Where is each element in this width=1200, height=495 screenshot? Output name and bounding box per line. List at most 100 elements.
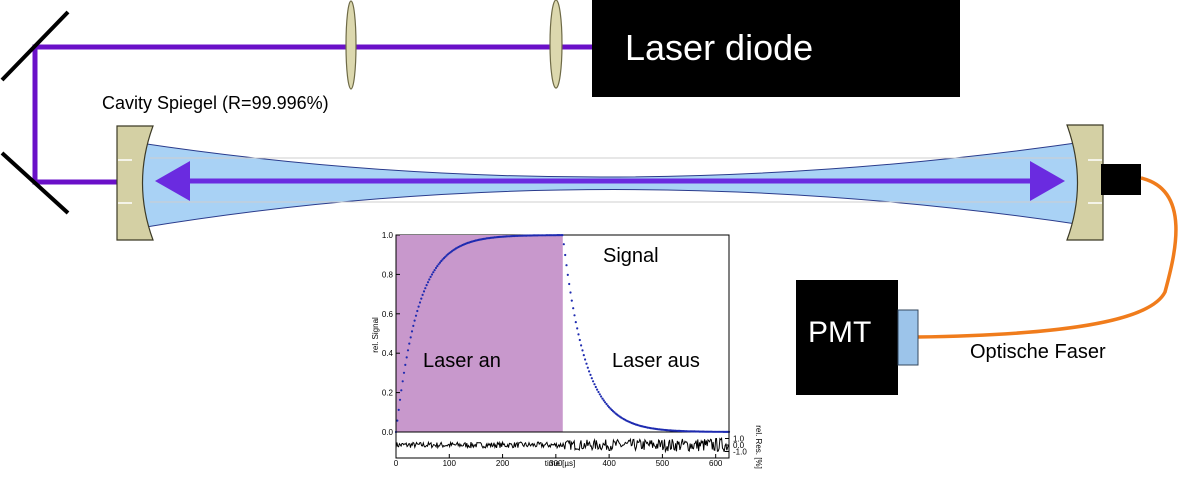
- signal-point: [593, 383, 596, 386]
- signal-point: [602, 399, 605, 402]
- signal-point: [436, 265, 439, 268]
- signal-point: [440, 259, 443, 263]
- signal-point: [433, 269, 436, 272]
- chart-x-axis-label: time [µs]: [545, 459, 575, 468]
- signal-series: [394, 234, 731, 434]
- chart-y-axis-label: rel. Signal: [371, 317, 380, 353]
- laser-on-region: [396, 235, 563, 432]
- signal-point: [600, 395, 603, 398]
- cavity-mode: [139, 140, 1091, 229]
- signal-point: [578, 338, 581, 342]
- ringdown-chart: 0.0 0.2 0.4 0.6 0.8 1.0 0 100 200 300 400 500 600 1…: [371, 231, 763, 469]
- y-tick-label: 0.2: [382, 389, 394, 398]
- signal-point: [570, 299, 573, 302]
- signal-point: [401, 380, 404, 383]
- signal-point: [404, 363, 407, 366]
- res-tick-label: 0.0: [733, 441, 745, 450]
- signal-point: [441, 258, 444, 261]
- signal-point: [606, 404, 609, 407]
- signal-point: [405, 356, 408, 359]
- signal-point: [582, 354, 585, 357]
- res-tick-label: -1.0: [733, 448, 747, 457]
- y-tick-label: 0.6: [382, 310, 394, 319]
- fiber-label: Optische Faser: [970, 341, 1106, 363]
- signal-point: [598, 393, 601, 396]
- x-axis-ticks: 0 100 200 300 400 500 600: [394, 454, 723, 468]
- signal-point: [409, 336, 412, 339]
- signal-point: [576, 327, 579, 330]
- mirror-label: Cavity Spiegel (R=99.996%): [102, 93, 329, 113]
- signal-point: [425, 284, 428, 287]
- fiber-coupler: [1101, 164, 1141, 195]
- signal-point: [434, 266, 438, 270]
- x-tick-label: 300: [549, 459, 563, 468]
- signal-point: [580, 344, 583, 347]
- residual-trace: [395, 436, 729, 454]
- chart-annotation-laser-on: Laser an: [423, 350, 501, 372]
- signal-point: [429, 275, 432, 278]
- signal-point: [566, 273, 569, 276]
- y-tick-label: 0.4: [382, 349, 394, 358]
- signal-point: [438, 261, 442, 264]
- cavity-mirror-left: [116, 125, 154, 241]
- signal-point: [592, 380, 595, 383]
- signal-point: [421, 293, 424, 296]
- signal-point: [426, 281, 430, 284]
- x-tick-label: 200: [496, 459, 510, 468]
- signal-point: [422, 290, 426, 293]
- res-tick-label: 1.0: [733, 435, 745, 444]
- signal-point: [584, 358, 587, 361]
- beam-path: [32, 44, 592, 185]
- signal-point: [437, 263, 440, 266]
- signal-point: [568, 282, 571, 286]
- signal-point: [569, 291, 572, 294]
- lens-1: [345, 0, 357, 90]
- signal-point: [413, 319, 416, 322]
- signal-point: [396, 419, 399, 422]
- signal-point: [573, 314, 576, 317]
- optical-fiber: [916, 176, 1178, 339]
- signal-point: [410, 330, 414, 333]
- chart-residual-axis-label: rel. Res. [%]: [754, 425, 763, 469]
- signal-point: [572, 307, 575, 310]
- signal-point: [398, 398, 402, 401]
- signal-point: [581, 349, 584, 352]
- signal-point: [564, 253, 567, 257]
- signal-point: [412, 324, 415, 327]
- y-tick-label: 0.8: [382, 270, 394, 279]
- signal-point: [577, 333, 580, 336]
- signal-point: [430, 273, 434, 276]
- residual-axis-ticks: 1.00.0-1.0: [725, 435, 747, 457]
- signal-point: [608, 406, 611, 409]
- signal-point: [432, 271, 435, 274]
- signal-point: [596, 388, 599, 391]
- x-tick-label: 600: [709, 459, 723, 468]
- signal-point: [418, 301, 422, 304]
- signal-point: [400, 389, 403, 392]
- signal-point: [562, 243, 565, 246]
- x-tick-label: 0: [394, 459, 399, 468]
- signal-point: [417, 305, 420, 308]
- signal-point: [586, 366, 589, 369]
- x-tick-label: 500: [656, 459, 670, 468]
- signal-point: [561, 234, 564, 237]
- signal-point: [590, 377, 593, 380]
- signal-point: [589, 373, 592, 376]
- signal-point: [414, 314, 418, 317]
- pmt-detector: PMT: [796, 280, 919, 395]
- cavity-mirror-right: [1066, 124, 1104, 241]
- signal-point: [588, 370, 591, 373]
- signal-point: [609, 407, 612, 410]
- laser-diode: Laser diode: [592, 0, 960, 97]
- steering-mirror-bottom: [0, 151, 70, 215]
- chart-annotation-laser-off: Laser aus: [612, 350, 700, 372]
- signal-point: [585, 362, 588, 365]
- signal-point: [597, 390, 600, 394]
- signal-point: [605, 402, 608, 406]
- steering-mirror-top: [0, 10, 70, 82]
- signal-point: [565, 264, 568, 267]
- signal-point: [594, 385, 597, 389]
- y-axis-ticks: 0.0 0.2 0.4 0.6 0.8 1.0: [382, 231, 400, 437]
- signal-point: [574, 321, 577, 324]
